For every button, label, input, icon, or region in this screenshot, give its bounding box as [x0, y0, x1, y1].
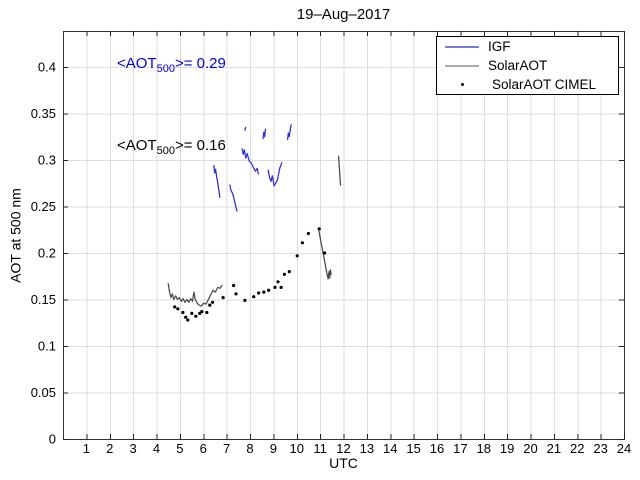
- series-solaraot-cimel-point: [262, 290, 266, 294]
- igf-line-swatch: [445, 45, 479, 48]
- series-solaraot-cimel-point: [181, 310, 185, 315]
- series-solaraot-cimel-point: [323, 251, 327, 255]
- legend: IGF SolarAOT SolarAOT CIMEL: [436, 36, 619, 95]
- series-solaraot-cimel-point: [273, 285, 277, 289]
- annotation-subscript: 500: [156, 63, 175, 75]
- series-igf-fragment: [267, 162, 283, 187]
- x-tick-label: 1: [83, 441, 90, 456]
- series-solaraot-cimel-point: [198, 311, 202, 315]
- y-tick-label: 0.2: [38, 245, 56, 260]
- x-tick-label: 22: [570, 441, 584, 456]
- series-solaraot-cimel-point: [276, 280, 280, 284]
- series-igf-fragment: [244, 126, 247, 131]
- solaraot-line-swatch: [445, 64, 479, 67]
- x-tick-label: 3: [130, 441, 137, 456]
- series-solaraot-cimel-point: [221, 296, 225, 300]
- y-tick-label: 0.4: [38, 59, 56, 74]
- x-tick-label: 24: [617, 441, 631, 456]
- series-solaraot-cimel-point: [176, 307, 180, 311]
- x-tick-label: 18: [477, 441, 491, 456]
- x-tick-label: 14: [383, 441, 397, 456]
- series-solaraot-cimel-point: [190, 311, 194, 315]
- series-solaraot-cimel-point: [257, 291, 261, 295]
- x-tick-label: 19: [500, 441, 514, 456]
- legend-label: SolarAOT: [488, 58, 548, 73]
- series-solaraot-cimel-point: [279, 285, 283, 289]
- x-tick-label: 15: [406, 441, 420, 456]
- series-solaraot-cimel-point: [306, 231, 310, 236]
- y-tick-label: 0.15: [31, 292, 56, 307]
- series-igf-fragment: [286, 124, 292, 141]
- series-solaraot-cimel-point: [243, 298, 247, 302]
- series-igf-fragment: [262, 128, 267, 140]
- series-solaraot-cimel-point: [287, 270, 291, 274]
- x-tick-label: 9: [270, 441, 277, 456]
- series-igf-fragment: [213, 164, 221, 198]
- legend-label: IGF: [488, 39, 511, 55]
- mean-aot-solaraot-annotation: <AOT500>= 0.16: [117, 137, 226, 157]
- series-solaraot-fragment: [167, 283, 223, 307]
- x-tick-label: 2: [106, 441, 113, 456]
- series-solaraot-cimel-point: [267, 288, 271, 292]
- legend-item-solaraot: SolarAOT: [437, 57, 618, 75]
- x-tick-label: 17: [453, 441, 467, 456]
- x-tick-label: 7: [223, 441, 230, 456]
- y-tick-label: 0.05: [31, 385, 56, 400]
- annotation-value: >= 0.29: [174, 55, 226, 72]
- x-tick-label: 16: [430, 441, 444, 456]
- x-tick-label: 10: [290, 441, 304, 456]
- series-solaraot-cimel-point: [184, 315, 188, 319]
- x-tick-label: 21: [547, 441, 561, 456]
- series-solaraot-cimel-point: [252, 295, 256, 299]
- series-solaraot-cimel-point: [232, 283, 236, 288]
- legend-label: SolarAOT CIMEL: [492, 76, 597, 92]
- series-solaraot-cimel-point: [173, 305, 177, 309]
- series-solaraot-cimel-point: [300, 241, 304, 245]
- x-tick-label: 11: [313, 441, 327, 456]
- series-solaraot-cimel-point: [205, 310, 209, 315]
- x-tick-label: 8: [246, 441, 253, 456]
- x-tick-label: 20: [523, 441, 537, 456]
- x-tick-label: 23: [593, 441, 607, 456]
- chart-title: 19–Aug–2017: [296, 6, 391, 23]
- series-igf-fragment: [241, 148, 260, 175]
- x-tick-label: 4: [153, 441, 160, 456]
- x-tick-label: 6: [200, 441, 207, 456]
- x-tick-label: 12: [336, 441, 350, 456]
- series-solaraot-fragment: [337, 155, 342, 186]
- legend-item-igf: IGF: [437, 38, 618, 56]
- legend-item-solaraot-cimel: SolarAOT CIMEL: [437, 75, 618, 93]
- x-tick-label: 5: [176, 441, 183, 456]
- x-tick-label: 13: [360, 441, 374, 456]
- series-solaraot-cimel-point: [295, 254, 299, 258]
- series-solaraot-cimel-point: [317, 227, 321, 231]
- series-solaraot-cimel-point: [194, 314, 198, 318]
- series-solaraot-fragment: [318, 229, 332, 280]
- x-axis-label: UTC: [329, 455, 358, 471]
- y-tick-label: 0.3: [38, 152, 56, 167]
- annotation-subscript: 500: [156, 145, 175, 157]
- y-axis-label: AOT at 500 nm: [7, 188, 24, 283]
- y-tick-label: 0.35: [31, 106, 56, 121]
- series-solaraot-cimel-point: [211, 300, 215, 304]
- y-tick-label: 0.1: [38, 338, 56, 353]
- y-tick-label: 0.25: [31, 199, 56, 214]
- series-igf-fragment: [229, 184, 238, 212]
- annotation-value: >= 0.16: [174, 137, 226, 154]
- y-tick-label: 0: [49, 432, 56, 447]
- series-solaraot-cimel-point: [234, 292, 238, 296]
- series-solaraot-cimel-point: [186, 318, 190, 322]
- series-solaraot-cimel-point: [208, 303, 212, 307]
- cimel-dot-swatch: [445, 82, 479, 86]
- annotation-text: <AOT: [117, 55, 157, 72]
- mean-aot-igf-annotation: <AOT500>= 0.29: [117, 55, 226, 75]
- annotation-text: <AOT: [117, 137, 157, 154]
- series-solaraot-cimel-point: [200, 310, 204, 314]
- series-solaraot-cimel-point: [282, 272, 286, 276]
